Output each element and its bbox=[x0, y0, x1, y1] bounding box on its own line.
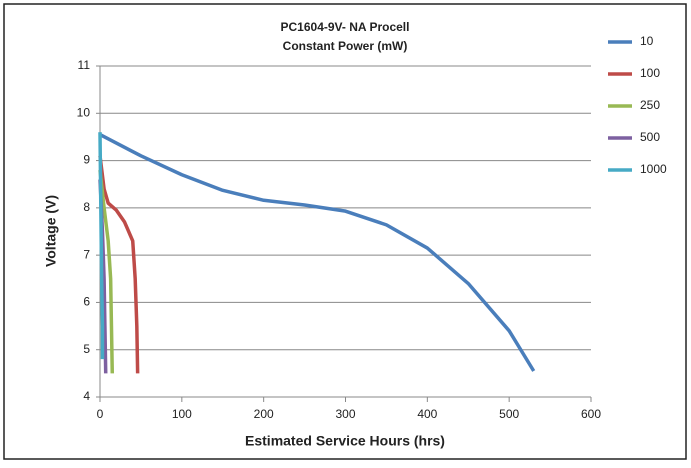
x-tick-label: 200 bbox=[254, 407, 274, 421]
series-line bbox=[98, 155, 140, 374]
x-tick-label: 300 bbox=[335, 407, 355, 421]
x-axis-label: Estimated Service Hours (hrs) bbox=[245, 433, 445, 449]
legend-label: 10 bbox=[640, 34, 654, 48]
x-tick-label: 400 bbox=[417, 407, 437, 421]
legend-label: 250 bbox=[640, 98, 660, 112]
x-tick-label: 100 bbox=[172, 407, 192, 421]
y-tick-label: 11 bbox=[78, 58, 91, 72]
y-axis-label: Voltage (V) bbox=[43, 195, 59, 267]
legend-label: 100 bbox=[640, 66, 660, 80]
legend-label: 500 bbox=[640, 130, 660, 144]
y-tick-label: 6 bbox=[83, 295, 90, 309]
series-line bbox=[98, 169, 115, 374]
y-tick-label: 7 bbox=[83, 247, 90, 261]
x-tick-label: 600 bbox=[581, 407, 601, 421]
legend-label: 1000 bbox=[640, 162, 667, 176]
series-line bbox=[98, 132, 105, 360]
chart-frame bbox=[3, 3, 687, 460]
y-tick-label: 10 bbox=[77, 105, 91, 119]
y-tick-label: 9 bbox=[83, 153, 90, 167]
series-line bbox=[99, 133, 536, 372]
y-tick-label: 8 bbox=[83, 200, 90, 214]
chart-subtitle: Constant Power (mW) bbox=[283, 39, 408, 53]
chart-title: PC1604-9V- NA Procell bbox=[281, 20, 410, 34]
y-tick-label: 4 bbox=[83, 389, 90, 403]
y-tick-label: 5 bbox=[83, 342, 90, 356]
x-tick-label: 500 bbox=[499, 407, 519, 421]
x-tick-label: 0 bbox=[97, 407, 104, 421]
